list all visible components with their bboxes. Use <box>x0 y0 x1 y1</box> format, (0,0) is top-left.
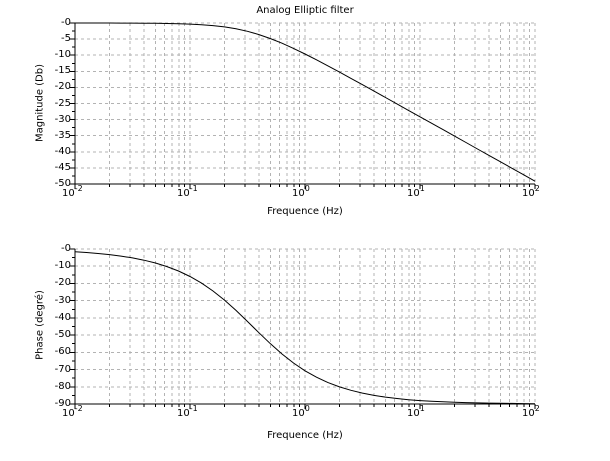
y-tick-label: -10 <box>54 260 71 272</box>
y-tick-label: -80 <box>54 380 71 392</box>
y-tick-label: -0 <box>61 17 71 28</box>
grid <box>75 22 536 184</box>
chart-title: Analog Elliptic filter <box>256 5 354 16</box>
x-tick-label: 102 <box>522 183 540 199</box>
y-tick-label: -35 <box>54 129 71 141</box>
phase-plot <box>70 248 536 409</box>
frequency-axis-label-top: Frequence (Hz) <box>267 206 343 217</box>
x-tick-label: 102 <box>522 403 540 419</box>
x-ticks <box>74 404 536 409</box>
y-tick-label: -30 <box>54 294 71 306</box>
phase-curve <box>74 251 536 405</box>
frequency-axis-label-bottom: Frequence (Hz) <box>267 430 343 441</box>
x-ticks <box>74 184 536 189</box>
x-tick-label: 10-2 <box>62 183 83 199</box>
x-tick-label: 101 <box>407 403 425 419</box>
y-tick-label: -45 <box>54 161 71 173</box>
y-tick-label: -50 <box>54 329 71 341</box>
y-tick-label: -60 <box>54 346 71 358</box>
y-tick-label: -40 <box>54 145 71 157</box>
y-tick-label: -20 <box>54 277 71 289</box>
x-tick-label: 101 <box>407 183 425 199</box>
x-tick-label: 100 <box>292 183 310 199</box>
y-tick-label: -90 <box>54 398 71 409</box>
grid <box>75 248 536 404</box>
y-tick-label: -50 <box>54 178 71 189</box>
y-tick-label: -0 <box>61 243 71 254</box>
y-tick-label: -15 <box>54 65 71 77</box>
y-ticks <box>70 248 75 405</box>
y-tick-label: -25 <box>54 97 71 109</box>
y-tick-label: -40 <box>54 311 71 323</box>
y-tick-label: -20 <box>54 81 71 93</box>
x-tick-label: 100 <box>292 403 310 419</box>
magnitude-plot <box>70 22 536 189</box>
y-tick-label: -10 <box>54 49 71 61</box>
x-tick-label: 10-1 <box>177 183 198 199</box>
y-ticks <box>70 22 75 185</box>
y-tick-label: -70 <box>54 363 71 375</box>
x-tick-label: 10-2 <box>62 403 83 419</box>
magnitude-curve <box>75 22 536 182</box>
y-tick-label: -30 <box>54 113 71 125</box>
y-tick-label: -5 <box>61 33 71 45</box>
x-tick-label: 10-1 <box>177 403 198 419</box>
